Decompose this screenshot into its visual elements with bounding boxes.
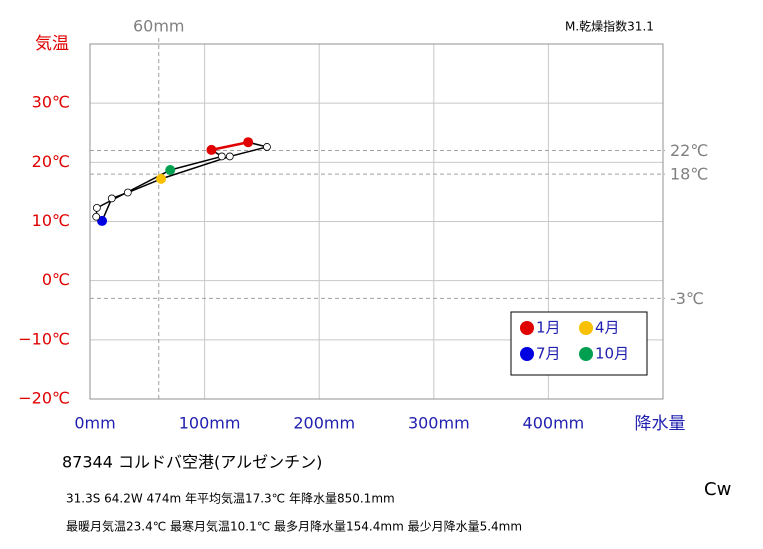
y-tick-label: −20℃ [18, 389, 70, 408]
aridity: M.乾燥指数31.1 [565, 19, 654, 34]
plot-frame [89, 43, 664, 400]
legend-marker [520, 321, 534, 335]
point [263, 143, 271, 151]
point [92, 203, 101, 212]
point [225, 152, 234, 161]
station: 87344 コルドバ空港(アルゼンチン) [62, 453, 322, 472]
y-tick-label: 0℃ [42, 270, 70, 289]
line-segment [170, 155, 222, 171]
line-segment [211, 140, 249, 152]
reference-label: 18℃ [670, 165, 708, 184]
info: 最暖月気温23.4℃ 最寒月気温10.1℃ 最多月降水量154.4mm 最少月降… [66, 519, 522, 534]
legend-label: 1月 [536, 319, 561, 337]
legend-box [510, 311, 648, 376]
point [243, 137, 254, 148]
legend-label: 10月 [595, 345, 629, 363]
line-segment [127, 178, 162, 194]
info: 31.3S 64.2W 474m 年平均気温17.3℃ 年降水量850.1mm [66, 491, 395, 506]
legend-label: 7月 [536, 345, 561, 363]
point [92, 212, 101, 221]
x-axis-label: 降水量 [635, 414, 686, 434]
legend-label: 4月 [595, 319, 620, 337]
point [165, 165, 176, 176]
reference-label: 60mm [133, 17, 185, 36]
y-axis-label: 気温 [35, 34, 69, 54]
line-segment [229, 146, 268, 158]
legend-marker [579, 321, 593, 335]
y-tick-label: 10℃ [32, 211, 70, 230]
legend-marker [520, 347, 534, 361]
x-tick-label: 300mm [408, 414, 470, 433]
x-tick-label: 200mm [293, 414, 355, 433]
y-tick-label: 20℃ [32, 152, 70, 171]
climate-class: Cw [704, 479, 731, 500]
reference-label: -3℃ [670, 289, 704, 308]
x-tick-label: 0mm [74, 414, 115, 433]
point [156, 173, 167, 184]
legend-marker [579, 347, 593, 361]
point [123, 188, 132, 197]
y-tick-label: −10℃ [18, 329, 70, 348]
y-tick-label: 30℃ [32, 93, 70, 112]
point [107, 194, 116, 203]
point [206, 144, 217, 155]
x-tick-label: 100mm [179, 414, 241, 433]
point [217, 152, 226, 161]
line-segment [160, 155, 231, 180]
reference-label: 22℃ [670, 141, 708, 160]
x-tick-label: 400mm [523, 414, 585, 433]
